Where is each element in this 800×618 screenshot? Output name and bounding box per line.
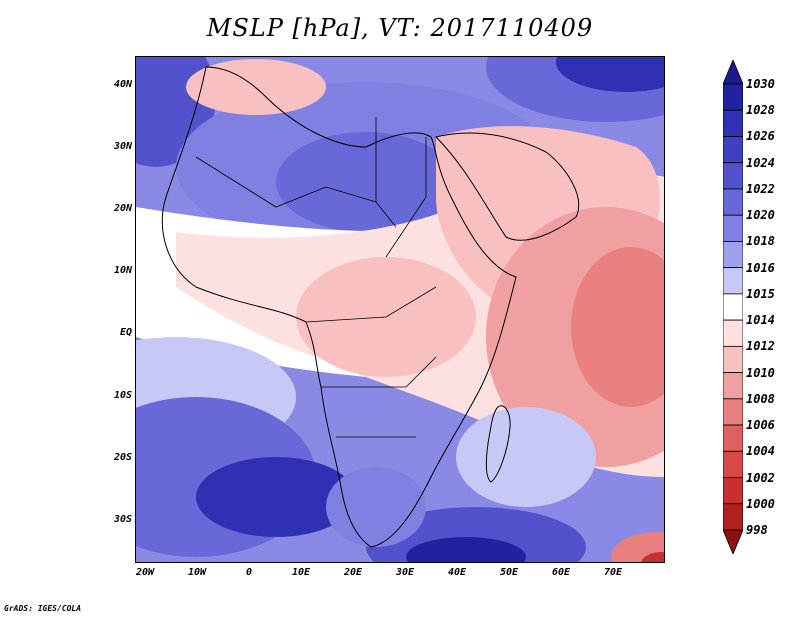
colorbar-label: 1012 xyxy=(746,339,775,354)
lon-label-0: 0 xyxy=(245,567,253,578)
lat-label-eq: EQ xyxy=(119,327,132,338)
colorbar-label: 1008 xyxy=(746,391,775,406)
colorbar-segment xyxy=(723,293,743,321)
map-field xyxy=(136,57,664,562)
colorbar-label: 1006 xyxy=(746,418,775,433)
lon-label-70E: 70E xyxy=(603,567,623,578)
colorbar-segment xyxy=(723,188,743,216)
colorbar-segment xyxy=(723,345,743,373)
lat-label-30S: 30S xyxy=(113,514,132,525)
colorbar-label: 1004 xyxy=(746,444,775,459)
colorbar-label: 1030 xyxy=(746,77,775,91)
colorbar-label: 1026 xyxy=(746,129,775,144)
colorbar-segment xyxy=(723,503,743,531)
lon-label-20E: 20E xyxy=(343,567,363,578)
colorbar-segment xyxy=(723,372,743,400)
colorbar-label: 1015 xyxy=(746,286,775,301)
colorbar-label: 1016 xyxy=(746,260,775,275)
pressure-map xyxy=(135,56,665,563)
lon-label-10E: 10E xyxy=(291,567,311,578)
lat-label-10N: 10N xyxy=(113,265,132,276)
colorbar-segment xyxy=(723,241,743,269)
plot-title: MSLP [hPa], VT: 2017110409 xyxy=(206,14,594,42)
colorbar xyxy=(723,60,743,554)
lon-label-60E: 60E xyxy=(551,567,571,578)
colorbar-label: 1020 xyxy=(746,208,775,223)
colorbar-segment xyxy=(723,162,743,190)
colorbar-segment xyxy=(723,424,743,452)
colorbar-segment xyxy=(723,83,743,111)
lat-label-10S: 10S xyxy=(113,390,132,401)
lat-label-40N: 40N xyxy=(113,79,132,90)
colorbar-top-arrow xyxy=(723,60,743,85)
lon-label-40E: 40E xyxy=(447,567,467,578)
colorbar-label: 1010 xyxy=(746,365,775,380)
colorbar-label: 1022 xyxy=(746,181,775,196)
colorbar-label: 1014 xyxy=(746,313,775,328)
colorbar-segment xyxy=(723,267,743,295)
colorbar-label: 1000 xyxy=(746,496,775,511)
colorbar-segment xyxy=(723,319,743,347)
lat-label-20S: 20S xyxy=(113,452,132,463)
colorbar-segment xyxy=(723,136,743,164)
colorbar-segment xyxy=(723,214,743,242)
lon-label-10W: 10W xyxy=(187,567,207,578)
colorbar-label: 1018 xyxy=(746,234,775,249)
colorbar-segment xyxy=(723,398,743,426)
lat-label-20N: 20N xyxy=(113,203,132,214)
colorbar-segment xyxy=(723,477,743,505)
colorbar-label: 1002 xyxy=(746,470,775,485)
lon-label-30E: 30E xyxy=(395,567,415,578)
colorbar-segment xyxy=(723,450,743,478)
colorbar-label: 1024 xyxy=(746,155,775,170)
credit-text: GrADS: IGES/COLA xyxy=(4,604,82,613)
colorbar-label: 998 xyxy=(746,523,768,537)
lon-label-20W: 20W xyxy=(135,567,155,578)
colorbar-segment xyxy=(723,109,743,137)
lon-label-50E: 50E xyxy=(499,567,519,578)
lat-label-30N: 30N xyxy=(113,141,132,152)
colorbar-bottom-arrow xyxy=(723,529,743,554)
colorbar-label: 1028 xyxy=(746,103,775,118)
